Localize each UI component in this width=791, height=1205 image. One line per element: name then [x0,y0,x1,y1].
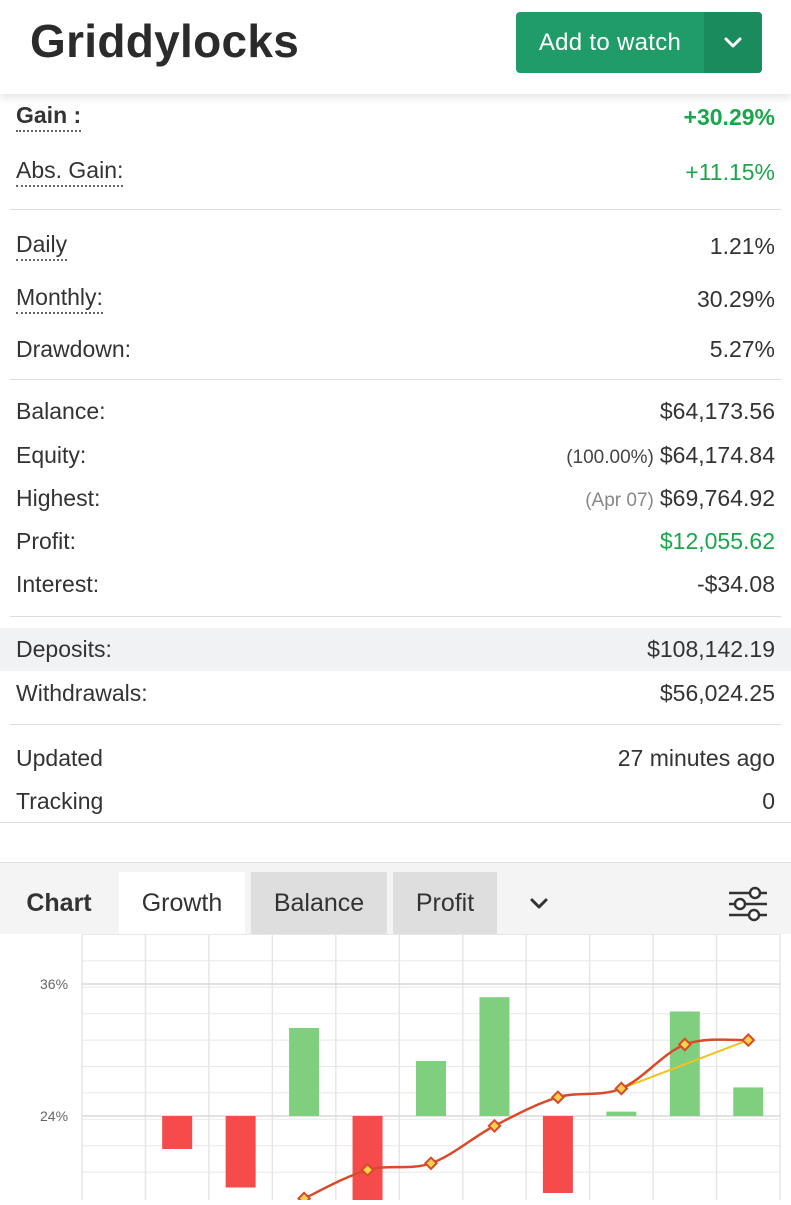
page-title: Griddylocks [30,15,300,67]
updated-row: Updated 27 minutes ago [0,737,791,779]
data-point [423,1156,439,1171]
divider [0,822,791,823]
equity-row: Equity: (100.00%) $64,174.84 [0,435,791,475]
deposits-label: Deposits: [16,636,112,662]
divider [10,379,781,380]
tab-more-button[interactable] [514,872,564,935]
app-header: Griddylocks Add to watch [0,0,791,94]
drawdown-value: 5.27% [709,335,775,362]
deposits-row: Deposits: $108,142.19 [0,628,791,671]
chevron-down-icon [530,898,548,908]
tracking-label: Tracking [16,787,104,814]
daily-label[interactable]: Daily [16,231,68,261]
daily-row: Daily 1.21% [0,225,791,267]
chart-settings-button[interactable] [718,872,778,935]
highest-date: (Apr 07) [585,489,654,511]
monthly-value: 30.29% [696,285,775,312]
gain-row: Gain : +30.29% [0,99,791,135]
bar [542,1116,573,1193]
growth-chart-svg: 36% 24% [40,934,781,1205]
add-to-watch-label[interactable]: Add to watch [538,28,682,56]
y-tick-label: 24% [40,1108,68,1124]
divider [10,209,781,210]
tab-growth[interactable]: Growth [119,872,245,935]
highest-label: Highest: [16,484,101,511]
abs-gain-value: +11.15% [685,158,775,185]
bar [416,1061,446,1116]
updated-label: Updated [16,744,103,771]
deposits-value: $108,142.19 [647,636,775,662]
interest-value: -$34.08 [696,570,775,597]
profit-value: $12,055.62 [659,527,775,554]
divider [10,724,781,725]
add-to-watch-button[interactable]: Add to watch [516,12,762,73]
bar [162,1116,193,1149]
withdrawals-value: $56,024.25 [659,679,775,706]
data-point [550,1090,565,1105]
balance-row: Balance: $64,173.56 [0,391,791,431]
withdrawals-label: Withdrawals: [16,679,148,706]
data-point [297,1191,312,1205]
growth-line [303,1038,749,1200]
y-tick-label: 36% [40,976,68,992]
gain-label[interactable]: Gain : [16,102,82,132]
bar [225,1116,256,1188]
growth-chart: 36% 24% [0,934,791,1205]
drawdown-row: Drawdown: 5.27% [0,328,791,370]
data-point [487,1118,502,1133]
trend-line [621,1039,749,1090]
data-point [614,1081,629,1096]
data-point [677,1037,692,1052]
highest-row: Highest: (Apr 07) $69,764.92 [0,478,791,518]
highest-value: $69,764.92 [659,484,775,511]
data-point [360,1162,375,1177]
bar [733,1087,764,1116]
balance-value: $64,173.56 [659,397,775,424]
equity-label: Equity: [16,441,87,468]
abs-gain-row: Abs. Gain: +11.15% [0,152,791,192]
tab-profit[interactable]: Profit [393,872,497,935]
tracking-row: Tracking 0 [0,780,791,822]
monthly-row: Monthly: 30.29% [0,278,791,320]
tab-chart-heading: Chart [26,889,92,917]
monthly-label[interactable]: Monthly: [16,284,103,314]
gain-value: +30.29% [683,103,775,130]
balance-label: Balance: [16,397,106,424]
sliders-icon [729,886,767,921]
tab-balance[interactable]: Balance [251,872,387,935]
updated-value: 27 minutes ago [617,744,775,771]
daily-value: 1.21% [709,232,775,259]
tracking-value: 0 [762,787,775,814]
abs-gain-label[interactable]: Abs. Gain: [16,157,124,187]
divider [10,616,781,617]
equity-percent: (100.00%) [566,446,654,468]
profit-row: Profit: $12,055.62 [0,521,791,561]
bar [289,1028,320,1116]
bar [479,997,510,1116]
interest-row: Interest: -$34.08 [0,564,791,604]
withdrawals-row: Withdrawals: $56,024.25 [0,672,791,714]
chevron-down-icon [724,37,742,47]
drawdown-label: Drawdown: [16,335,132,362]
bar [606,1111,637,1116]
bar [352,1116,383,1205]
equity-value: $64,174.84 [659,441,775,468]
profit-label: Profit: [16,527,77,554]
interest-label: Interest: [16,570,100,597]
data-point [741,1033,756,1048]
chart-tab-bar: Chart Growth Balance Profit [0,862,791,935]
watch-options-button[interactable] [704,12,762,73]
